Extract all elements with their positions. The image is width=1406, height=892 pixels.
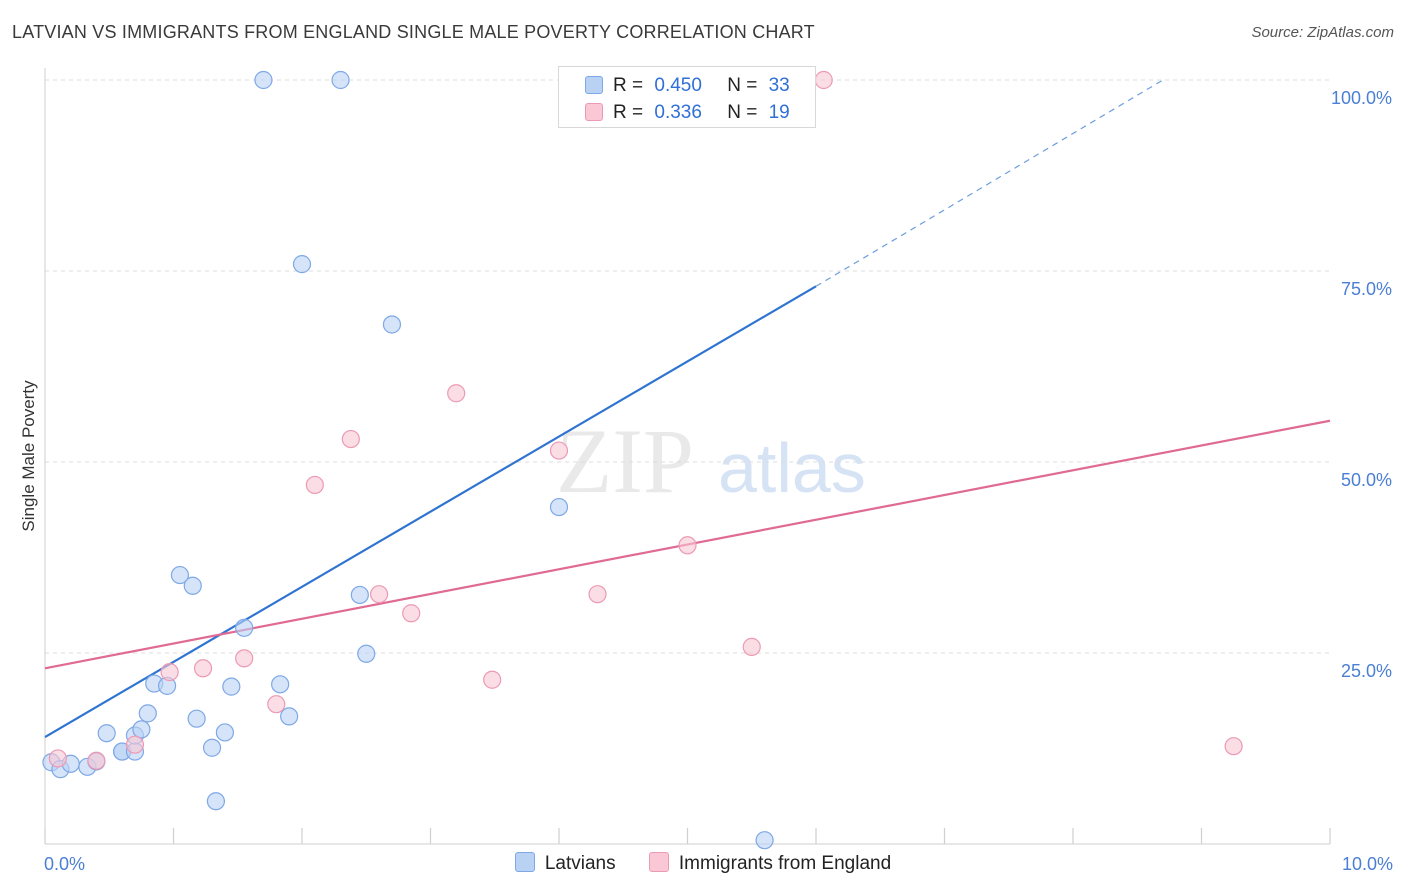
trend-line-latvians (44, 285, 817, 738)
axes (44, 68, 1331, 845)
point-latvians (187, 709, 206, 728)
point-latvians (292, 255, 312, 274)
point-latvians (215, 723, 234, 742)
y-tick-label: 25.0% (1341, 661, 1392, 681)
y-axis-label: Single Male Poverty (19, 380, 38, 532)
point-england (742, 637, 761, 656)
point-england (235, 649, 254, 668)
legend-n-value: 33 (768, 75, 790, 96)
point-england (160, 662, 179, 682)
y-tick-label: 100.0% (1331, 88, 1392, 108)
point-latvians (206, 792, 226, 811)
point-latvians (170, 565, 190, 585)
point-latvians (271, 675, 290, 694)
trend-line-latvians-extension (815, 79, 1164, 287)
point-latvians (235, 618, 254, 637)
watermark-zip: ZIP (556, 410, 694, 512)
legend-swatch-blue (514, 852, 535, 872)
point-latvians (132, 720, 151, 739)
point-latvians (254, 70, 273, 90)
grid (45, 79, 1330, 654)
legend-r-value: 0.450 (654, 75, 702, 96)
tick-labels: 25.0% 50.0% 75.0% 100.0% 0.0% 10.0% (44, 88, 1393, 874)
legend-r-label: R = (613, 102, 644, 123)
chart-title: LATVIAN VS IMMIGRANTS FROM ENGLAND SINGL… (12, 22, 815, 42)
point-england (48, 749, 67, 768)
y-tick-label: 75.0% (1341, 279, 1392, 299)
legend-row-latvians: R = 0.450 N = 33 (585, 74, 790, 98)
legend-swatch-pink (585, 103, 603, 121)
point-england (193, 659, 213, 678)
legend-item-latvians[interactable]: Latvians (514, 852, 616, 875)
point-latvians (97, 724, 116, 743)
point-england (370, 585, 389, 604)
legend-swatch-pink (648, 852, 669, 872)
legend-row-england: R = 0.336 N = 19 (585, 101, 790, 125)
trend-lines (44, 79, 1331, 738)
legend-n-label: N = (727, 75, 758, 96)
x-tick-label: 0.0% (44, 854, 85, 874)
point-england (483, 670, 502, 689)
point-latvians (350, 585, 369, 605)
point-england (814, 70, 833, 90)
point-england (549, 441, 569, 460)
legend-r-value: 0.336 (654, 102, 702, 123)
y-tick-label: 50.0% (1341, 470, 1392, 490)
point-latvians (357, 644, 376, 663)
x-tick-label: 10.0% (1342, 854, 1393, 874)
point-latvians (331, 70, 350, 90)
point-england (678, 536, 697, 555)
point-latvians (755, 831, 774, 850)
legend-label-england: Immigrants from England (678, 853, 892, 874)
point-england (341, 429, 360, 449)
point-latvians (138, 704, 157, 723)
legend-r-label: R = (613, 75, 644, 96)
point-england (125, 735, 145, 754)
series-legend: Latvians Immigrants from England (0, 852, 1406, 875)
point-england (267, 695, 286, 714)
source-note: Source: ZipAtlas.com (1251, 24, 1394, 41)
correlation-legend: R = 0.450 N = 33 R = 0.336 N = 19 (558, 66, 816, 128)
point-england (402, 604, 421, 623)
point-england (305, 475, 324, 495)
point-latvians (280, 707, 299, 726)
point-latvians (382, 315, 402, 334)
point-england (588, 585, 607, 604)
point-latvians (549, 497, 569, 517)
legend-n-label: N = (727, 102, 758, 123)
point-latvians (183, 576, 202, 595)
point-latvians (222, 677, 241, 696)
legend-n-value: 19 (768, 102, 790, 123)
watermark: ZIP atlas (556, 410, 866, 512)
point-latvians (202, 738, 222, 757)
watermark-atlas: atlas (718, 429, 866, 507)
point-england (1224, 737, 1243, 756)
legend-item-england[interactable]: Immigrants from England (648, 852, 892, 875)
point-england (447, 384, 466, 403)
legend-swatch-blue (585, 76, 603, 94)
point-england (87, 751, 106, 770)
legend-label-latvians: Latvians (544, 853, 616, 874)
